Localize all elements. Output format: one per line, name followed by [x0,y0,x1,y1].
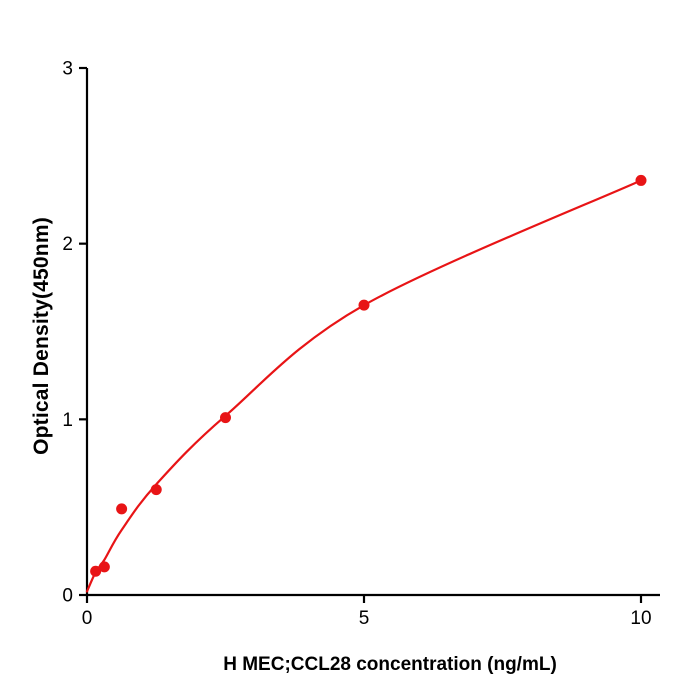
y-tick-label: 3 [62,59,73,80]
y-tick-label: 1 [62,410,73,431]
x-tick-label: 5 [359,608,370,629]
data-point [150,484,162,496]
data-point [220,412,231,424]
data-point [635,174,647,186]
y-tick-label: 0 [62,586,73,607]
x-tick-label: 0 [82,608,93,629]
x-tick-label: 10 [630,608,651,629]
x-axis-label: H MEC;CCL28 concentration (ng/mL) [223,654,557,675]
data-point [90,565,102,577]
y-tick-label: 2 [62,234,73,255]
data-point [116,503,128,515]
fit-curve-path [85,179,643,593]
data-point [98,561,110,573]
data-point [358,299,370,311]
